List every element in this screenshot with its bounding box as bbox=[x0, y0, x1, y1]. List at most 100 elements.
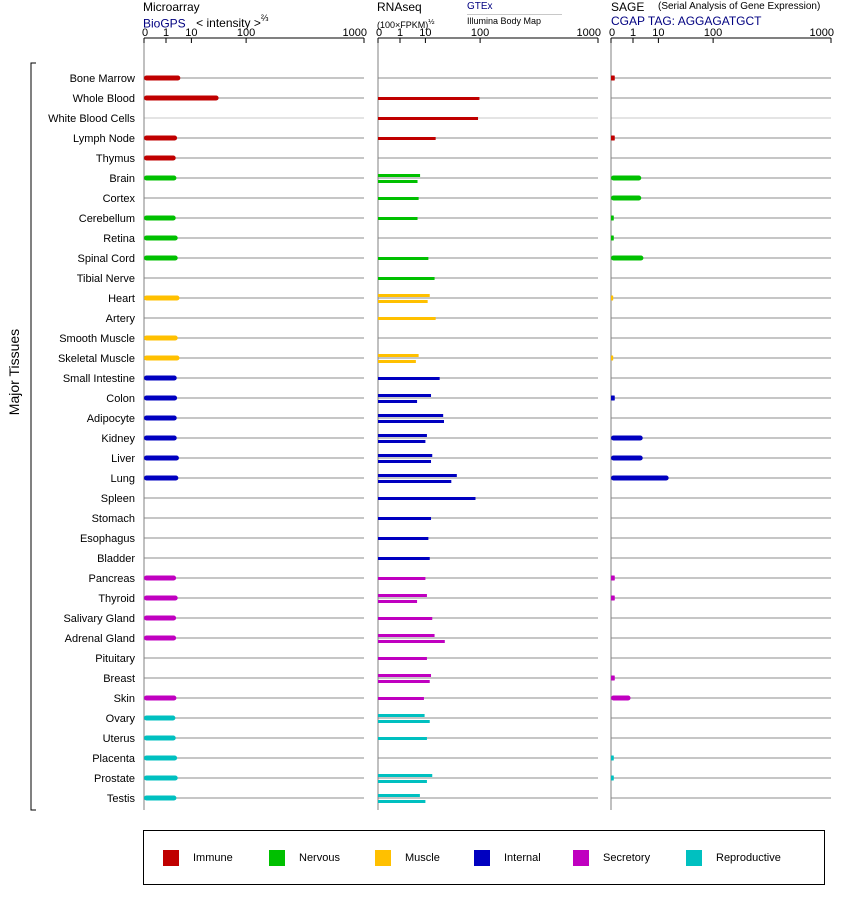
tissue-label-salivary-gland: Salivary Gland bbox=[63, 613, 135, 625]
bar-sage-skeletal-muscle bbox=[611, 355, 614, 361]
tissue-label-breast: Breast bbox=[103, 673, 135, 685]
tissue-label-lung: Lung bbox=[111, 473, 135, 485]
tissue-label-smooth-muscle: Smooth Muscle bbox=[59, 333, 135, 345]
rnaseq-title: RNAseq bbox=[377, 0, 422, 14]
tissue-label-artery: Artery bbox=[106, 313, 136, 325]
bar-sage-thyroid bbox=[611, 595, 615, 601]
bar-rnaseq-gtex-pituitary bbox=[378, 657, 427, 660]
bar-rnaseq-gtex-spinal-cord bbox=[378, 257, 429, 260]
legend-label-muscle: Muscle bbox=[405, 852, 440, 864]
bar-microarray-uterus bbox=[144, 735, 176, 741]
bar-rnaseq-gtex-ovary bbox=[378, 714, 425, 717]
bar-sage-prostate bbox=[611, 775, 614, 781]
bar-microarray-skin bbox=[144, 695, 177, 701]
bar-sage-placenta bbox=[611, 755, 614, 761]
rnaseq-tick-label: 100 bbox=[471, 27, 489, 39]
rnaseq-scale-exponent: ½ bbox=[428, 17, 435, 26]
sage-tick-label: 10 bbox=[652, 27, 664, 39]
bar-microarray-heart bbox=[144, 295, 180, 301]
tissue-label-skin: Skin bbox=[114, 693, 135, 705]
rnaseq-subheader: (100×FPKM)½ bbox=[377, 17, 435, 30]
microarray-title: Microarray bbox=[143, 0, 200, 14]
bar-microarray-whole-blood bbox=[144, 95, 219, 101]
legend-swatch-immune bbox=[163, 850, 179, 866]
tissue-label-prostate: Prostate bbox=[94, 773, 135, 785]
tissue-label-liver: Liver bbox=[111, 453, 135, 465]
bar-rnaseq-gtex-adrenal-gland bbox=[378, 634, 435, 637]
microarray-source: BioGPS bbox=[143, 16, 186, 31]
legend-label-secretory: Secretory bbox=[603, 852, 651, 864]
bar-rnaseq-gtex-lymph-node bbox=[378, 137, 436, 140]
bar-rnaseq-gtex-thyroid bbox=[378, 594, 427, 597]
bar-microarray-kidney bbox=[144, 435, 177, 441]
bar-rnaseq-ibm-adrenal-gland bbox=[378, 640, 445, 643]
bar-sage-kidney bbox=[611, 435, 643, 441]
tissue-label-adipocyte: Adipocyte bbox=[87, 413, 135, 425]
tissue-label-pituitary: Pituitary bbox=[95, 653, 135, 665]
bar-rnaseq-gtex-salivary-gland bbox=[378, 617, 433, 620]
bar-microarray-lymph-node bbox=[144, 135, 178, 141]
tissue-label-ovary: Ovary bbox=[106, 713, 136, 725]
bar-microarray-testis bbox=[144, 795, 177, 801]
legend-swatch-muscle bbox=[375, 850, 391, 866]
tissue-label-thymus: Thymus bbox=[96, 153, 136, 165]
bar-sage-breast bbox=[611, 675, 615, 681]
bar-rnaseq-ibm-colon bbox=[378, 400, 418, 403]
bar-microarray-thyroid bbox=[144, 595, 178, 601]
microarray-scale-exponent: ⅔ bbox=[260, 13, 269, 23]
tissue-label-cortex: Cortex bbox=[103, 193, 136, 205]
bar-rnaseq-ibm-prostate bbox=[378, 780, 427, 783]
bar-sage-spinal-cord bbox=[611, 255, 644, 261]
tissue-label-cerebellum: Cerebellum bbox=[79, 213, 135, 225]
bar-rnaseq-gtex-small-intestine bbox=[378, 377, 440, 380]
tissue-label-esophagus: Esophagus bbox=[80, 533, 136, 545]
bar-sage-cortex bbox=[611, 195, 642, 201]
microarray-scale-label: < intensity > bbox=[196, 16, 261, 31]
legend-swatch-reproductive bbox=[686, 850, 702, 866]
bar-rnaseq-gtex-tibial-nerve bbox=[378, 277, 435, 280]
bar-rnaseq-ibm-kidney bbox=[378, 440, 426, 443]
sage-title: SAGE bbox=[611, 0, 645, 14]
bar-microarray-prostate bbox=[144, 775, 178, 781]
tissue-label-small-intestine: Small Intestine bbox=[63, 373, 135, 385]
legend-label-nervous: Nervous bbox=[299, 852, 340, 864]
gtex-source: GTEx bbox=[467, 1, 493, 12]
bar-microarray-liver bbox=[144, 455, 179, 461]
bar-sage-lung bbox=[611, 475, 669, 481]
tissue-label-kidney: Kidney bbox=[101, 433, 135, 445]
tissue-label-brain: Brain bbox=[109, 173, 135, 185]
tissue-label-adrenal-gland: Adrenal Gland bbox=[65, 633, 135, 645]
bar-rnaseq-gtex-lung bbox=[378, 474, 457, 477]
bar-microarray-small-intestine bbox=[144, 375, 177, 381]
tissue-labels: Bone Marrow Whole Blood White Blood Cells L… bbox=[48, 73, 136, 805]
bar-rnaseq-gtex-stomach bbox=[378, 517, 432, 520]
bar-microarray-retina bbox=[144, 235, 178, 241]
bar-sage-colon bbox=[611, 395, 615, 401]
sage-tick-label: 1000 bbox=[810, 27, 834, 39]
bar-rnaseq-ibm-thyroid bbox=[378, 600, 418, 603]
microarray-tick-label: 100 bbox=[237, 27, 255, 39]
rnaseq-scale-label: (100×FPKM) bbox=[377, 20, 429, 30]
bar-rnaseq-gtex-heart bbox=[378, 294, 430, 297]
bar-rnaseq-gtex-liver bbox=[378, 454, 433, 457]
bar-sage-brain bbox=[611, 175, 642, 181]
bar-rnaseq-gtex-esophagus bbox=[378, 537, 429, 540]
tissue-label-white-blood-cells: White Blood Cells bbox=[48, 113, 135, 125]
bar-microarray-adipocyte bbox=[144, 415, 177, 421]
tissue-label-placenta: Placenta bbox=[92, 753, 136, 765]
bar-sage-lymph-node bbox=[611, 135, 615, 141]
rnaseq-tick-label: 1 bbox=[397, 27, 403, 39]
bar-rnaseq-gtex-spleen bbox=[378, 497, 476, 500]
bar-rnaseq-gtex-whole-blood bbox=[378, 97, 480, 100]
bar-rnaseq-gtex-prostate bbox=[378, 774, 433, 777]
bar-microarray-colon bbox=[144, 395, 178, 401]
bar-sage-bone-marrow bbox=[611, 75, 615, 81]
microarray-tick-label: 1 bbox=[163, 27, 169, 39]
tissue-label-testis: Testis bbox=[107, 793, 136, 805]
tissue-label-lymph-node: Lymph Node bbox=[73, 133, 135, 145]
legend-item-reproductive: Reproductive bbox=[686, 850, 781, 866]
legend-label-immune: Immune bbox=[193, 852, 233, 864]
bar-rnaseq-ibm-brain bbox=[378, 180, 418, 183]
y-axis-title: Major Tissues bbox=[6, 328, 22, 416]
